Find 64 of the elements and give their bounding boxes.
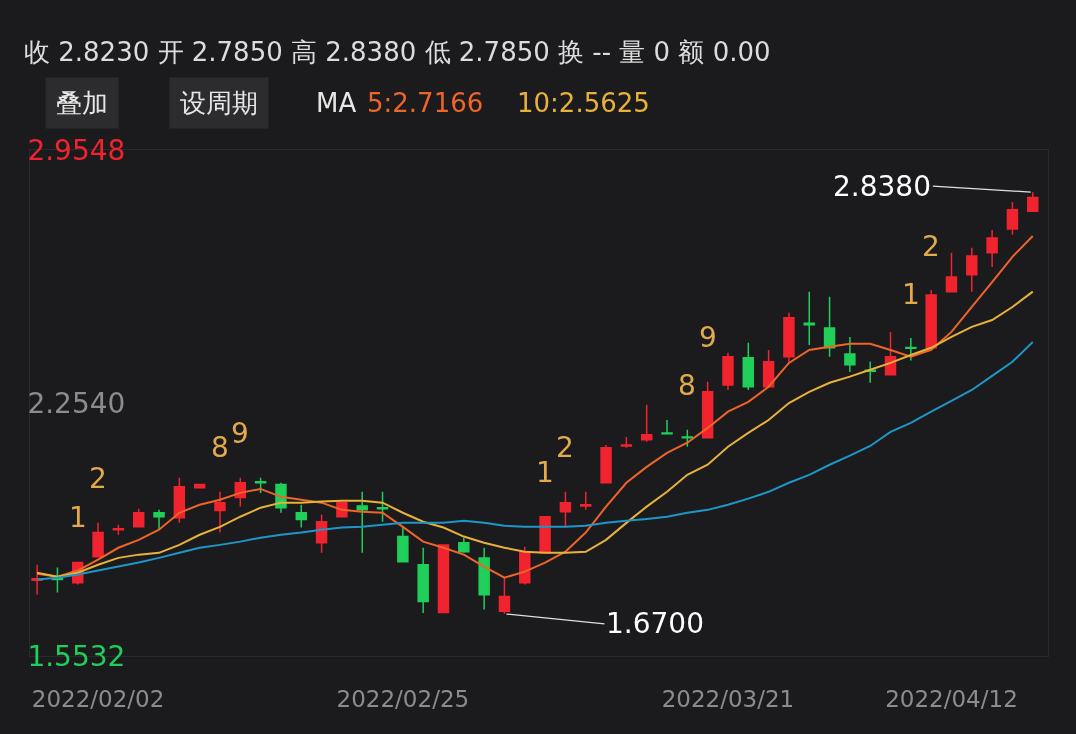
candlestick [803, 291, 815, 346]
candlestick [376, 491, 389, 523]
candlestick [437, 544, 450, 614]
text: 5:2.7166 [367, 88, 484, 118]
x-tick-label: 2022/02/02 [31, 685, 165, 712]
x-tick-label: 2022/03/21 [661, 685, 795, 712]
candlestick [701, 380, 714, 439]
text: 1.6700 [606, 607, 704, 640]
chart-title: 收 2.8230 开 2.7850 高 2.8380 低 2.7850 换 -- 量 0 额 0.00 [24, 37, 771, 68]
text: 1 [902, 278, 920, 311]
y-tick-label: 1.5532 [27, 639, 126, 673]
candlestick [762, 349, 775, 388]
text: 9 [699, 321, 717, 354]
x-tick-label: 2022/04/12 [885, 685, 1018, 712]
candlestick [905, 337, 917, 362]
candlestick [295, 504, 307, 529]
candlestick [966, 247, 978, 293]
text: 2 [89, 462, 107, 495]
candlestick [986, 229, 998, 268]
candlestick [1006, 201, 1019, 236]
candlestick [153, 509, 165, 531]
candlestick [397, 526, 409, 564]
text: 8 [678, 369, 696, 402]
candlestick [600, 444, 612, 484]
x-tick-label: 2022/02/25 [336, 685, 470, 712]
candlestick [92, 522, 104, 558]
candlestick [844, 336, 856, 373]
candlestick [254, 476, 267, 494]
y-tick-label: 2.9548 [27, 133, 126, 167]
candlestick [193, 483, 206, 489]
candlestick [661, 419, 673, 435]
legend-title: MA [316, 88, 357, 118]
candlestick [519, 545, 531, 586]
candlestick [580, 491, 592, 511]
candlestick [498, 576, 511, 615]
candlestick [539, 515, 551, 554]
candlestick [945, 252, 958, 293]
candlestick [620, 436, 633, 449]
candlestick [356, 491, 368, 554]
text: 1 [536, 456, 554, 489]
text: 10:2.5625 [517, 88, 650, 118]
candlestick [214, 491, 226, 534]
text: 9 [231, 417, 249, 450]
candlestick [478, 547, 490, 611]
text: 2 [556, 431, 574, 464]
text: 1 [69, 501, 87, 534]
candlestick [132, 508, 145, 528]
candlestick [640, 404, 653, 443]
text: 2 [922, 230, 940, 263]
text: 8 [211, 431, 229, 464]
candlestick [722, 352, 734, 391]
candlestick [417, 547, 429, 614]
candlestick [742, 341, 755, 391]
candlestick [925, 289, 937, 349]
candlestick [173, 476, 186, 524]
text: 设周期 [180, 88, 258, 118]
text: 叠加 [56, 88, 108, 118]
candlestick [783, 312, 795, 364]
candlestick [458, 536, 470, 554]
candlestick [823, 296, 836, 358]
y-tick-label: 2.2540 [27, 386, 126, 420]
candlestick [1027, 191, 1039, 213]
candlestick [559, 491, 572, 529]
text: 2.8380 [833, 170, 931, 203]
